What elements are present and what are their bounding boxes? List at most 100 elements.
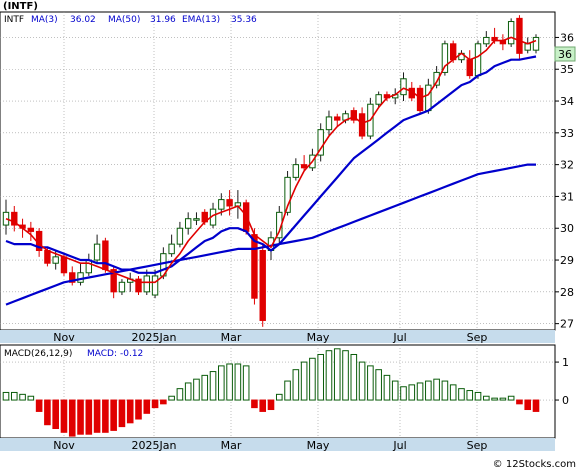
macd-bar-negative	[52, 399, 59, 430]
candle-up	[176, 227, 184, 245]
legend-ma3-value: 36.02	[70, 15, 96, 25]
macd-bar-negative	[251, 399, 258, 409]
candle-up	[93, 243, 101, 261]
macd-month-label: Nov	[53, 439, 75, 452]
macd-bar-positive	[408, 384, 416, 401]
candle-up	[284, 176, 291, 213]
legend-ma3-label: MA(3)	[31, 15, 58, 25]
macd-bar-positive	[458, 388, 465, 401]
price-axis: 27 28 29 30 31 32 33 34 35 36	[555, 31, 574, 331]
macd-bar-negative	[77, 399, 84, 435]
macd-month-label: Jul	[392, 439, 406, 452]
macd-bar-negative	[44, 399, 51, 426]
macd-bar-positive	[383, 374, 391, 401]
candle-up	[507, 21, 515, 45]
macd-bar-negative	[85, 399, 93, 435]
last-price-tag	[554, 46, 576, 62]
price-tick-label: 33	[560, 127, 574, 140]
macd-bar-positive	[433, 378, 440, 401]
candle-up	[532, 36, 540, 51]
ma3-line	[5, 36, 537, 284]
macd-bar-positive	[300, 361, 308, 401]
macd-bar-negative	[524, 399, 532, 411]
candle-up	[184, 218, 192, 229]
macd-bar-positive	[375, 369, 382, 401]
macd-bar-positive	[317, 353, 324, 401]
macd-month-label: 2025Jan	[132, 439, 177, 452]
legend-ema13-value: 35.36	[231, 15, 257, 25]
macd-bar-positive	[242, 365, 250, 401]
macd-bar-positive	[449, 384, 457, 401]
macd-bar-positive	[176, 388, 184, 401]
candle-down	[135, 278, 142, 293]
candle-up	[325, 116, 333, 131]
macd-bar-negative	[35, 399, 43, 412]
macd-date-axis-strip	[0, 438, 555, 451]
macd-bar-positive	[19, 393, 26, 401]
macd-bar-negative	[259, 399, 267, 412]
chart-title: (INTF)	[3, 1, 38, 12]
macd-bar-positive	[226, 363, 233, 401]
macd-bar-negative	[532, 399, 540, 412]
moving-average-lines	[5, 36, 537, 306]
macd-month-label: May	[307, 439, 330, 452]
macd-tick-label: 0	[562, 394, 569, 407]
candle-up	[168, 243, 175, 255]
candle-up	[292, 164, 300, 178]
macd-bar-positive	[2, 391, 10, 401]
macd-bar-positive	[391, 380, 399, 401]
legend-ma50-value: 31.96	[150, 15, 176, 25]
macd-bar-negative	[68, 399, 76, 437]
macd-bar-positive	[367, 365, 374, 401]
macd-date-labels: Nov 2025Jan Mar May Jul Sep	[53, 439, 487, 452]
macd-bar-negative	[118, 399, 126, 428]
macd-bar-positive	[425, 380, 432, 401]
candle-up	[524, 43, 531, 51]
candle-up	[441, 43, 449, 73]
legend-ticker: INTF	[4, 15, 24, 25]
macd-bar-positive	[474, 391, 482, 401]
macd-bar-positive	[333, 348, 341, 401]
macd-bar-negative	[126, 399, 134, 424]
candle-down	[334, 116, 341, 121]
price-tick-label: 27	[560, 318, 574, 331]
macd-bar-positive	[507, 395, 515, 401]
macd-legend-value: -0.12	[120, 349, 143, 359]
macd-bar-positive	[275, 393, 283, 401]
candle-down	[110, 269, 117, 293]
price-tick-label: 30	[560, 222, 574, 235]
macd-bar-positive	[209, 371, 217, 401]
macd-bar-negative	[135, 399, 142, 420]
candle-down	[358, 113, 366, 137]
price-month-label: Mar	[221, 331, 242, 344]
candle-up	[317, 129, 324, 156]
last-price-label: 36	[558, 48, 572, 61]
macd-bar-positive	[168, 395, 175, 401]
macd-bar-negative	[102, 399, 109, 433]
legend-ma50-label: MA(50)	[108, 15, 140, 25]
legend-ema13-label: EMA(13)	[182, 15, 220, 25]
macd-bar-positive	[284, 380, 291, 401]
macd-title: MACD(26,12,9)	[4, 349, 72, 359]
macd-month-label: Sep	[467, 439, 488, 452]
candle-up	[474, 43, 482, 77]
ema13-line	[5, 55, 537, 274]
candle-up	[143, 275, 150, 293]
macd-bar-negative	[267, 399, 275, 411]
candle-up	[118, 281, 126, 293]
price-tick-label: 28	[560, 286, 574, 299]
macd-bar-negative	[143, 399, 151, 414]
candle-up	[193, 218, 200, 221]
macd-bar-positive	[309, 357, 316, 401]
macd-bar-positive	[325, 350, 333, 401]
candle-up	[85, 259, 93, 274]
candle-down	[466, 59, 473, 77]
macd-bar-positive	[350, 353, 358, 401]
price-tick-label: 34	[560, 95, 574, 108]
candle-down	[300, 164, 308, 169]
macd-bar-positive	[416, 382, 424, 401]
macd-bar-positive	[358, 361, 366, 401]
candle-up	[375, 94, 382, 105]
candle-down	[416, 87, 424, 112]
macd-bar-positive	[483, 395, 490, 401]
